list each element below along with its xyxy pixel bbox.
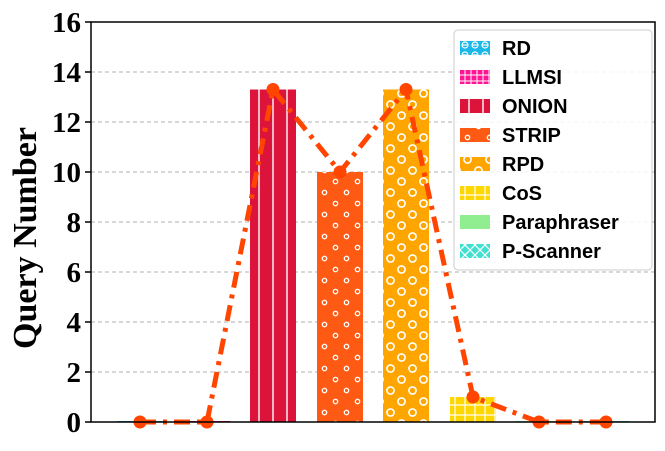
y-axis-label: Query Number xyxy=(7,127,44,349)
legend-label: CoS xyxy=(502,183,542,205)
axes: 0 2 4 6 8 10 12 14 16 xyxy=(52,7,656,439)
legend-label: LLMSI xyxy=(502,67,562,89)
trend-line xyxy=(133,83,613,429)
y-tick-label: 14 xyxy=(52,57,81,89)
legend-swatch-hatch xyxy=(460,244,490,258)
bar-hatch xyxy=(317,172,363,422)
legend-swatch-hatch xyxy=(460,157,490,171)
legend: RD LLMSI ONION STRIP RPD CoS Paraphraser P-Scan… xyxy=(453,29,653,271)
legend-swatch-hatch xyxy=(460,41,490,55)
y-tick-label: 4 xyxy=(67,307,82,339)
legend-entry: LLMSI xyxy=(460,67,562,89)
legend-entry: Paraphraser xyxy=(460,212,619,234)
y-tick-label: 10 xyxy=(52,157,81,189)
legend-label: P-Scanner xyxy=(502,241,601,263)
y-tick-label: 16 xyxy=(52,7,81,39)
legend-swatch-hatch xyxy=(460,128,490,142)
grid-lines xyxy=(91,71,655,373)
legend-entry: P-Scanner xyxy=(460,241,601,263)
y-tick-label: 2 xyxy=(67,357,82,389)
legend-label: RD xyxy=(502,38,531,60)
legend-box xyxy=(453,29,653,271)
trend-marker xyxy=(466,390,480,404)
legend-swatch-hatch xyxy=(460,186,490,200)
legend-label: Paraphraser xyxy=(502,212,619,234)
legend-label: RPD xyxy=(502,154,544,176)
y-tick-label: 6 xyxy=(67,257,82,289)
legend-swatch xyxy=(460,215,490,229)
trend-polyline xyxy=(140,87,606,425)
legend-entry: RPD xyxy=(460,154,544,176)
plot-frame xyxy=(90,21,656,423)
legend-label: ONION xyxy=(502,96,568,118)
legend-entry: CoS xyxy=(460,183,542,205)
legend-swatch-hatch xyxy=(460,70,490,84)
trend-marker xyxy=(266,83,280,96)
legend-entry: ONION xyxy=(460,96,568,118)
legend-entry: RD xyxy=(460,38,531,60)
bar-hatch xyxy=(383,89,429,422)
y-tick-label: 12 xyxy=(52,107,81,139)
legend-swatch-hatch xyxy=(460,99,490,113)
legend-entry: STRIP xyxy=(460,125,561,147)
y-tick-label: 8 xyxy=(67,207,82,239)
y-tick-label: 0 xyxy=(67,407,82,439)
bar-hatch xyxy=(250,89,296,422)
legend-label: STRIP xyxy=(502,125,561,147)
bars xyxy=(117,89,629,422)
trend-marker xyxy=(399,83,413,96)
trend-marker xyxy=(333,165,347,179)
